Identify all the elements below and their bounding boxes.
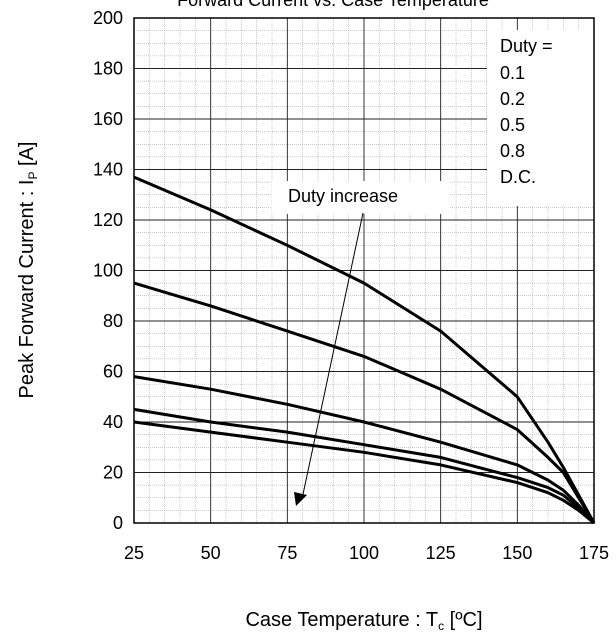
x-tick-label: 150 bbox=[502, 543, 532, 563]
y-axis-title: Peak Forward Current : IP [A] bbox=[16, 142, 40, 399]
y-tick-label: 100 bbox=[93, 261, 123, 281]
legend-item: 0.8 bbox=[500, 141, 525, 161]
y-tick-label: 80 bbox=[103, 311, 123, 331]
annotation-label: Duty increase bbox=[288, 186, 398, 206]
chart-title: Forward Current vs. Case Temperature bbox=[177, 0, 489, 10]
series-line bbox=[133, 175, 596, 524]
y-tick-label: 200 bbox=[93, 8, 123, 28]
y-tick-label: 180 bbox=[93, 59, 123, 79]
x-tick-label: 125 bbox=[426, 543, 456, 563]
series-line bbox=[133, 407, 596, 525]
series-lines bbox=[133, 175, 596, 525]
x-axis-title: Case Temperature : Tc [ºC] bbox=[245, 609, 482, 633]
y-tick-label: 140 bbox=[93, 160, 123, 180]
legend-item: D.C. bbox=[500, 167, 536, 187]
y-tick-labels: 0 20 40 60 80 100 120 140 160 180 200 bbox=[93, 8, 123, 533]
y-tick-label: 40 bbox=[103, 412, 123, 432]
plot-frame bbox=[133, 17, 595, 524]
y-tick-label: 20 bbox=[103, 463, 123, 483]
legend-item: 0.1 bbox=[500, 63, 525, 83]
y-tick-label: 60 bbox=[103, 362, 123, 382]
annotation-arrow bbox=[294, 212, 364, 506]
y-tick-label: 120 bbox=[93, 210, 123, 230]
x-tick-label: 100 bbox=[349, 543, 379, 563]
x-tick-labels: 25 50 75 100 125 150 175 bbox=[124, 543, 609, 563]
series-line bbox=[133, 281, 596, 524]
x-tick-label: 25 bbox=[124, 543, 144, 563]
annotation-box bbox=[272, 181, 450, 214]
y-tick-label: 0 bbox=[113, 513, 123, 533]
series-line bbox=[133, 375, 596, 524]
legend: 0.1 0.2 0.5 0.8 D.C. bbox=[500, 63, 536, 187]
x-tick-label: 175 bbox=[579, 543, 609, 563]
y-tick-label: 160 bbox=[93, 109, 123, 129]
legend-title: Duty = bbox=[500, 36, 553, 56]
legend-box bbox=[487, 30, 594, 206]
x-tick-label: 75 bbox=[277, 543, 297, 563]
legend-item: 0.5 bbox=[500, 115, 525, 135]
x-tick-label: 50 bbox=[201, 543, 221, 563]
series-line bbox=[133, 420, 595, 525]
legend-item: 0.2 bbox=[500, 89, 525, 109]
